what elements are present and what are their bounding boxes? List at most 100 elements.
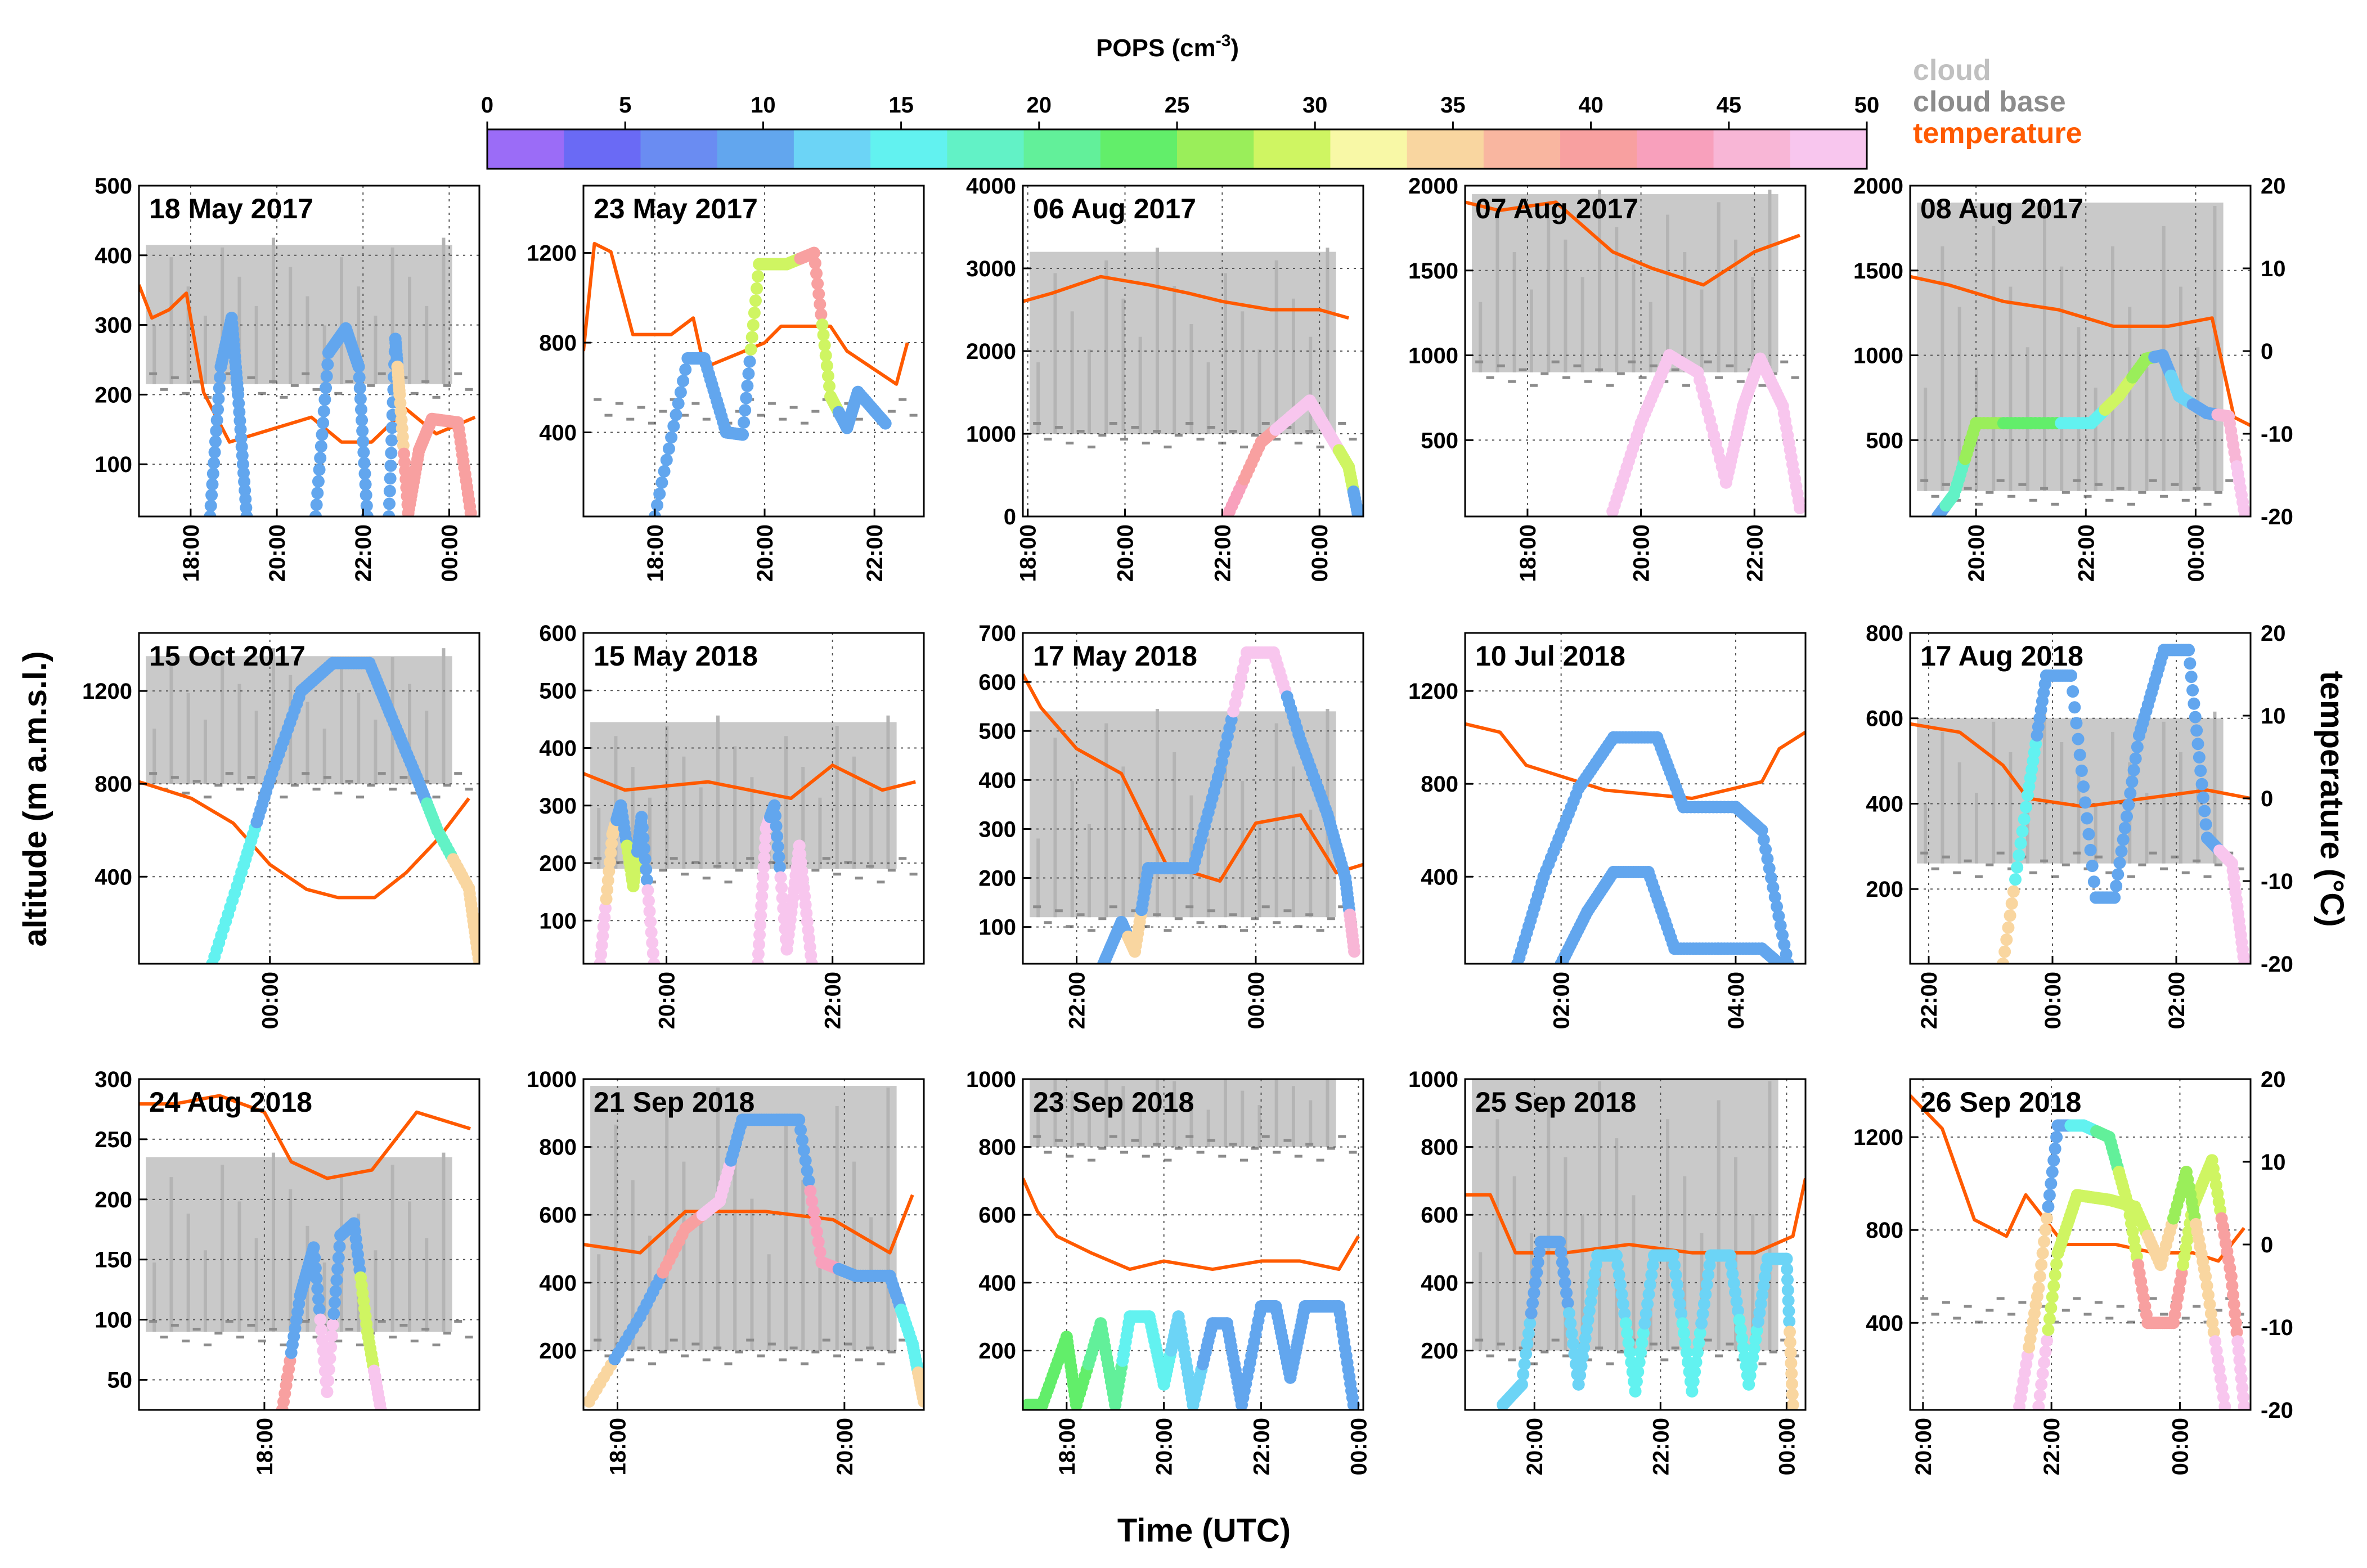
cloud-spike bbox=[2196, 347, 2200, 491]
flight-point bbox=[635, 811, 648, 824]
flight-point bbox=[326, 1318, 339, 1331]
flight-point bbox=[1772, 910, 1785, 923]
cloud-base-mark bbox=[811, 869, 820, 872]
cloud-spike bbox=[1751, 1214, 1755, 1351]
cloud-spike bbox=[1087, 824, 1091, 918]
y-tick-label: 50 bbox=[107, 1368, 133, 1393]
flight-point bbox=[2004, 909, 2016, 922]
flight-point bbox=[2087, 875, 2100, 888]
cloud-base-mark bbox=[465, 388, 473, 391]
cloud-base-mark bbox=[691, 1342, 700, 1346]
flight-point bbox=[1737, 1341, 1750, 1354]
flight-point bbox=[775, 881, 788, 894]
y-tick-label: 150 bbox=[95, 1248, 132, 1273]
cloud-base-mark bbox=[1573, 364, 1582, 367]
cloud-spike bbox=[1326, 1079, 1330, 1147]
flight-point bbox=[1731, 1304, 1744, 1317]
flight-point bbox=[1645, 1269, 1658, 1282]
temperature-line bbox=[1465, 722, 1805, 800]
cloud-spike bbox=[186, 693, 190, 784]
cloud-base-mark bbox=[2193, 859, 2201, 862]
y-tick-label: 200 bbox=[539, 851, 577, 876]
colorbarTitleText: POPS (cm bbox=[1096, 34, 1216, 62]
flight-point bbox=[2081, 812, 2094, 825]
cloud-spike bbox=[1291, 1086, 1295, 1147]
cloud-base-mark bbox=[247, 776, 255, 779]
cloud-spike bbox=[818, 1235, 822, 1351]
y-tick-label: 500 bbox=[539, 679, 577, 703]
cloud-base-mark bbox=[800, 1362, 809, 1365]
cloud-spike bbox=[339, 666, 343, 784]
flight-point bbox=[332, 1251, 345, 1264]
flight-point bbox=[2038, 1235, 2051, 1248]
cloud-spike bbox=[237, 276, 241, 384]
cloud-base-mark bbox=[2236, 867, 2244, 870]
cloud-base-mark bbox=[302, 372, 310, 375]
flight-point bbox=[383, 510, 396, 516]
colorbar-segment bbox=[487, 129, 564, 169]
flight-point bbox=[820, 360, 833, 372]
cloud-spike bbox=[203, 1250, 207, 1332]
flight-point bbox=[1669, 1269, 1682, 1282]
colorbar-segment bbox=[1790, 129, 1867, 169]
cloud-spike bbox=[1479, 1252, 1483, 1351]
cloud-base-mark bbox=[2040, 487, 2049, 490]
cloud-base-mark bbox=[1497, 1342, 1505, 1346]
colorbarTitleSup: -3 bbox=[1216, 32, 1231, 50]
cloud-base-mark bbox=[615, 402, 623, 405]
cloud-spike bbox=[733, 1143, 737, 1351]
cloud-base-mark bbox=[767, 1342, 776, 1346]
cloud-base-mark bbox=[1953, 1317, 1961, 1320]
cloud-base-mark bbox=[1207, 426, 1215, 429]
flight-point bbox=[1555, 1246, 1567, 1259]
cloud-base-mark bbox=[1142, 1154, 1150, 1158]
flight-point bbox=[2185, 671, 2198, 684]
cloud-base-mark bbox=[2181, 1317, 2190, 1320]
y-tick-label: 400 bbox=[539, 736, 577, 761]
cloud-base-mark bbox=[2127, 502, 2135, 506]
colorbar-tick-label: 50 bbox=[1854, 93, 1880, 118]
cloud-spike bbox=[1121, 298, 1125, 434]
cloud-base-mark bbox=[2138, 863, 2146, 866]
flight-point bbox=[2033, 1389, 2046, 1402]
cloud-area bbox=[1030, 711, 1336, 918]
cloud-base-mark bbox=[1131, 909, 1139, 913]
temperature-line bbox=[1023, 1178, 1360, 1272]
panel-frame bbox=[582, 632, 925, 965]
cloud-base-mark bbox=[1164, 1158, 1172, 1162]
cloud-base-mark bbox=[367, 384, 375, 387]
flight-point bbox=[1557, 1266, 1570, 1279]
cloud-base-mark bbox=[1054, 426, 1063, 429]
cloud-base-mark bbox=[1251, 917, 1259, 920]
cloud-spike bbox=[1036, 1109, 1040, 1147]
flight-point bbox=[1667, 1249, 1679, 1262]
cloud-spike bbox=[221, 247, 224, 384]
cloud-base-mark bbox=[1316, 929, 1324, 932]
y-tick-label: 300 bbox=[95, 313, 132, 338]
cloud-base-mark bbox=[899, 857, 907, 860]
flight-point bbox=[754, 919, 767, 932]
flight-point bbox=[814, 1246, 827, 1259]
cloud-spike bbox=[1070, 311, 1074, 434]
xAxisTitle: Time (UTC) bbox=[1117, 1512, 1291, 1549]
cloud-spike bbox=[425, 305, 429, 384]
flight-point bbox=[758, 842, 771, 855]
flight-point bbox=[2126, 775, 2139, 788]
cloud-spike bbox=[2110, 731, 2114, 864]
cloud-spike bbox=[221, 657, 224, 784]
flight-0 bbox=[1023, 1300, 1360, 1410]
cloud-base-mark bbox=[1076, 430, 1085, 433]
cloud-base-mark bbox=[2181, 498, 2190, 502]
cloud-spike bbox=[1257, 824, 1261, 918]
flight-point bbox=[1724, 1258, 1737, 1271]
cloud-spike bbox=[733, 746, 737, 869]
cloud-base-mark bbox=[1551, 1338, 1560, 1342]
x-tick-label: 22:00 bbox=[2040, 1418, 2064, 1475]
flight-point bbox=[352, 360, 365, 373]
flight-point bbox=[1677, 1327, 1690, 1340]
cloud-base-mark bbox=[1109, 905, 1117, 909]
cloud-base-mark bbox=[160, 1336, 168, 1339]
cloud-base-mark bbox=[2160, 867, 2168, 870]
cloud-base-mark bbox=[1054, 909, 1063, 913]
cloud-base-mark bbox=[443, 1332, 451, 1335]
